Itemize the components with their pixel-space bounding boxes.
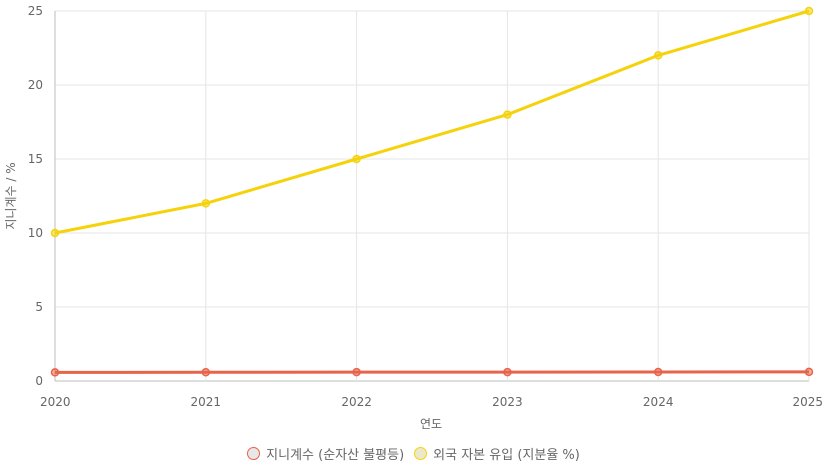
- x-tick-label: 2023: [492, 395, 523, 409]
- x-tick-label: 2021: [191, 395, 222, 409]
- legend-label-gini: 지니계수 (순자산 불평등): [266, 448, 405, 463]
- series-line: [54, 9, 810, 235]
- data-point[interactable]: [50, 368, 60, 377]
- data-point[interactable]: [804, 367, 814, 377]
- data-point[interactable]: [653, 51, 663, 60]
- data-point[interactable]: [201, 368, 211, 377]
- series-1: [50, 6, 814, 238]
- legend: 지니계수 (순자산 불평등) 외국 자본 유입 (지분율 %): [0, 444, 827, 463]
- data-point[interactable]: [352, 367, 361, 377]
- x-tick-label: 2020: [40, 395, 71, 409]
- legend-swatch-foreign-capital: [414, 447, 428, 460]
- series-line: [54, 370, 810, 374]
- series-0: [50, 367, 814, 377]
- data-point[interactable]: [352, 154, 361, 164]
- x-tick-label: 2022: [341, 395, 372, 409]
- y-tick-label: 10: [28, 226, 43, 240]
- legend-label-foreign-capital: 외국 자본 유입 (지분율 %): [433, 448, 580, 463]
- data-point[interactable]: [503, 110, 512, 119]
- y-axis-title: 지니계수 / %: [4, 162, 18, 229]
- y-tick-labels: 0 5 10 15 20 25: [28, 4, 43, 388]
- legend-item-gini[interactable]: 지니계수 (순자산 불평등): [247, 444, 404, 463]
- data-point[interactable]: [653, 367, 663, 377]
- y-tick-label: 0: [35, 374, 43, 388]
- data-point[interactable]: [804, 6, 814, 16]
- x-tick-labels: 2020 2021 2022 2023 2024 2025: [40, 395, 823, 409]
- legend-item-foreign-capital[interactable]: 외국 자본 유입 (지분율 %): [414, 444, 580, 463]
- grid: [54, 10, 810, 382]
- data-point[interactable]: [503, 367, 512, 377]
- y-tick-label: 25: [28, 4, 43, 18]
- y-tick-label: 15: [28, 152, 43, 166]
- series-lines: [50, 6, 814, 377]
- x-axis-title: 연도: [420, 417, 442, 431]
- y-tick-label: 5: [35, 300, 43, 314]
- y-tick-label: 20: [28, 78, 43, 92]
- data-point[interactable]: [50, 228, 60, 238]
- data-point[interactable]: [201, 199, 211, 208]
- x-tick-label: 2024: [643, 395, 674, 409]
- legend-swatch-gini: [247, 447, 261, 460]
- x-tick-label: 2025: [792, 395, 823, 409]
